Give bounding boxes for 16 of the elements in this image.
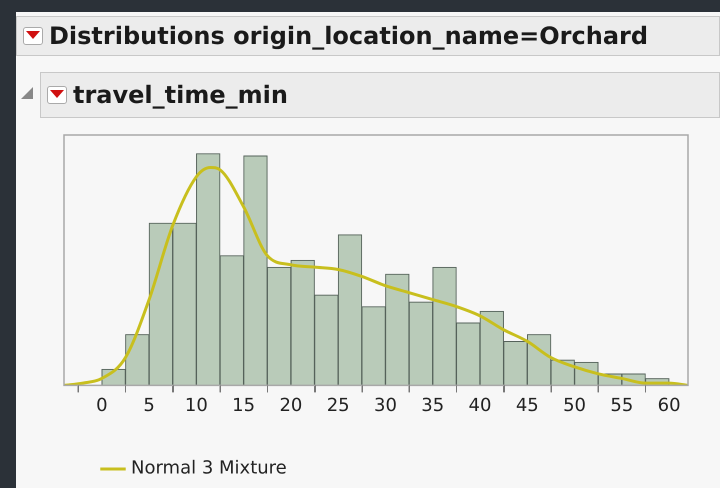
x-tick-label: 35	[421, 394, 444, 416]
x-tick-label: 30	[374, 394, 397, 416]
x-tick-label: 25	[326, 394, 350, 416]
x-tick-label: 15	[232, 394, 256, 416]
x-tick-label: 20	[279, 394, 302, 416]
x-tick-label: 0	[96, 394, 108, 416]
chart-title: Distributions origin_location_name=Orchard	[49, 22, 648, 50]
x-tick-label: 40	[468, 394, 492, 416]
legend-label: Normal 3 Mixture	[131, 458, 287, 479]
x-tick-label: 60	[658, 394, 681, 416]
x-tick-label: 5	[143, 394, 155, 416]
x-tick-label: 55	[610, 394, 634, 416]
x-tick-label: 50	[563, 394, 586, 416]
x-tick-label: 10	[184, 394, 208, 416]
chart-subtitle: travel_time_min	[73, 81, 288, 109]
x-tick-label: 45	[516, 394, 539, 416]
